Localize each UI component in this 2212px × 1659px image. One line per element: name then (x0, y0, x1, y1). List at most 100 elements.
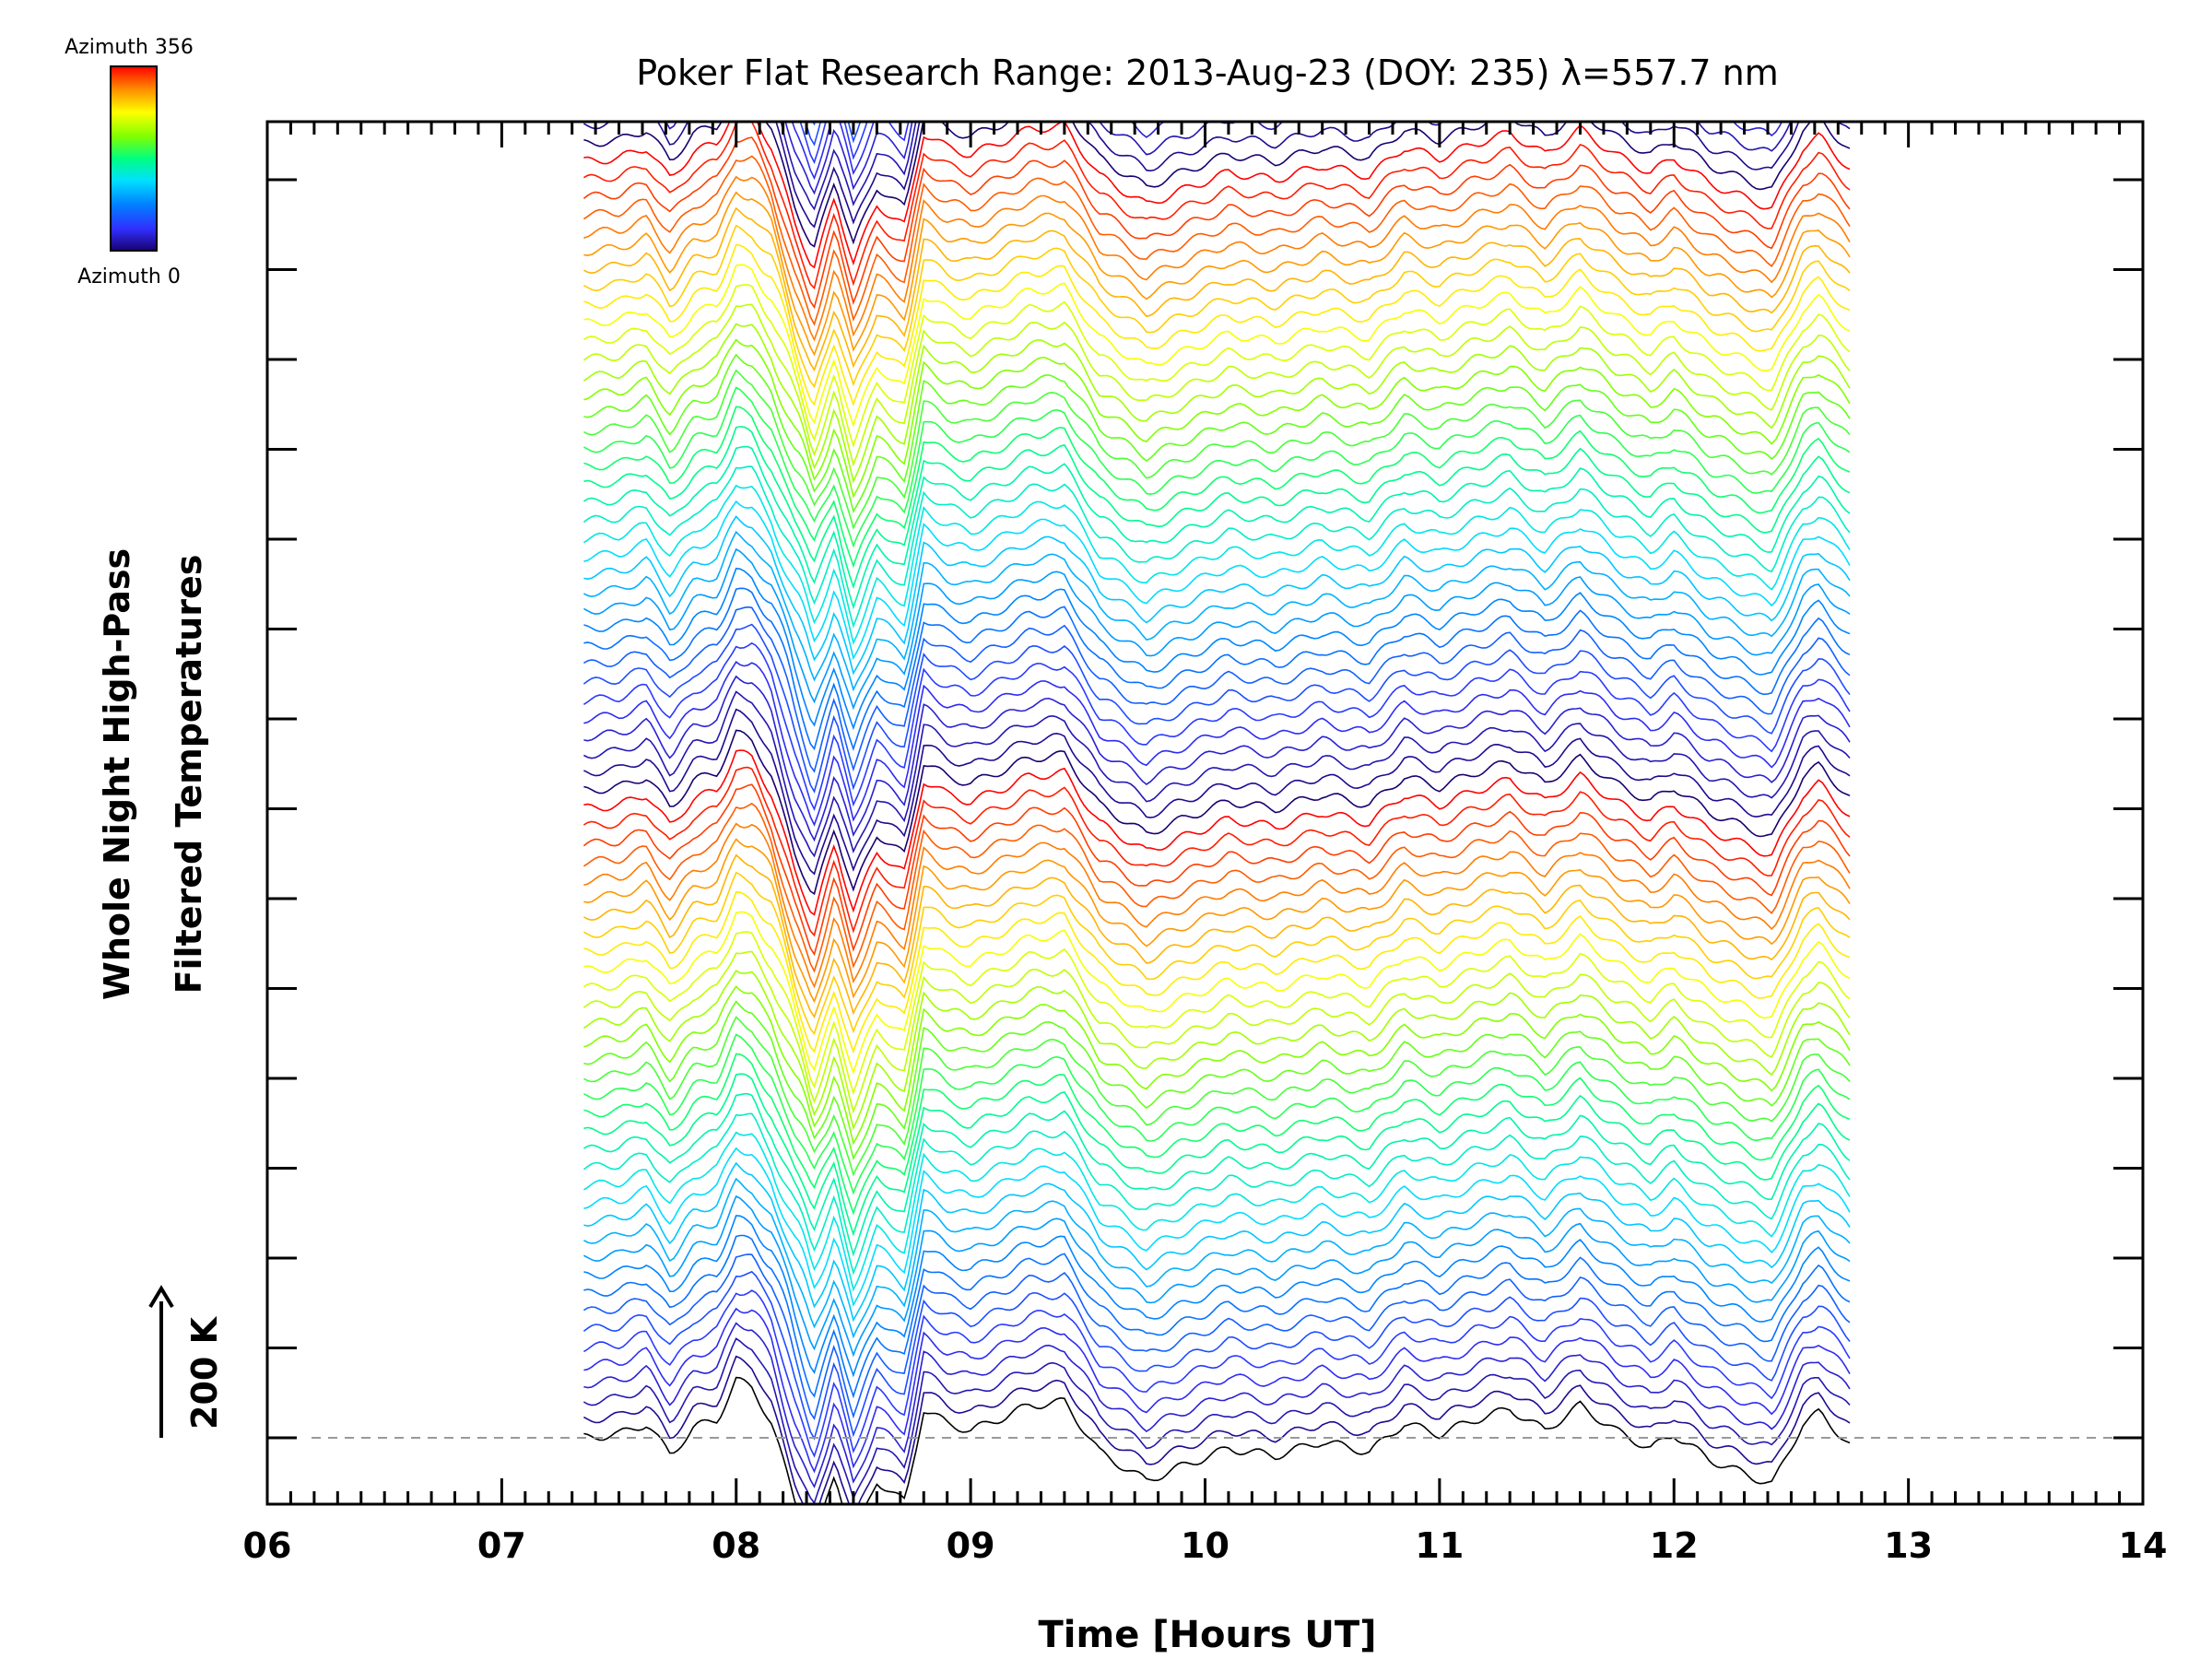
y-axis-label-line2: Filtered Temperatures (169, 555, 209, 994)
series-line (583, 1053, 1851, 1216)
series-line (583, 122, 1851, 248)
series-line (582, 931, 1851, 1096)
series-line (582, 783, 1851, 957)
series-group (582, 0, 1851, 1504)
series-line (582, 1253, 1851, 1420)
series-line (583, 567, 1851, 731)
colorbar-top-label: Azimuth 356 (65, 36, 194, 59)
series-line (583, 871, 1851, 1036)
series-line (582, 303, 1851, 467)
series-line (791, 122, 910, 181)
scale-arrow-head (148, 1285, 174, 1309)
x-tick-label: 12 (1650, 1525, 1699, 1566)
series-line (583, 1033, 1851, 1195)
series-line (583, 1000, 1851, 1160)
x-tick-label: 08 (712, 1525, 760, 1566)
series-line (583, 587, 1851, 752)
series-line (583, 1322, 1851, 1488)
series-line (583, 985, 1851, 1146)
series-line (583, 547, 1851, 711)
series-line (583, 1355, 1851, 1504)
series-line (583, 1147, 1851, 1307)
series-line (582, 323, 1851, 484)
series-line (583, 284, 1851, 449)
series-line (582, 802, 1851, 973)
colorbar (110, 65, 158, 252)
series-line (583, 822, 1851, 989)
series-line (583, 708, 1851, 876)
series-line (583, 853, 1851, 1018)
series-line (583, 1161, 1851, 1323)
series-line (583, 243, 1851, 407)
series-line (583, 500, 1851, 661)
series-line (583, 1073, 1851, 1237)
series-line (582, 970, 1851, 1131)
series-line (583, 661, 1851, 827)
series-line (583, 838, 1851, 1004)
series-line (665, 122, 1792, 211)
series-line (582, 623, 1851, 794)
series-line (583, 1234, 1851, 1399)
series-line (583, 369, 1851, 530)
series-line (583, 0, 1850, 27)
series-line (583, 690, 1851, 858)
series-line (582, 641, 1851, 812)
x-tick-label: 09 (947, 1525, 995, 1566)
series-line (583, 729, 1851, 896)
series-line (583, 749, 1851, 916)
x-tick-labels: 06 07 08 09 10 11 12 13 14 (243, 1525, 2168, 1566)
series-line (583, 1307, 1851, 1474)
x-tick-label: 11 (1415, 1525, 1464, 1566)
series-line (583, 0, 1850, 61)
series-line (582, 1093, 1851, 1257)
series-line (583, 1215, 1851, 1378)
x-tick-label: 07 (477, 1525, 526, 1566)
series-line (583, 1194, 1851, 1358)
series-line (583, 1337, 1851, 1504)
series-line (582, 136, 1851, 310)
series-line (583, 122, 1851, 290)
x-axis-label: Time [Hours UT] (1039, 1614, 1377, 1656)
series-line (582, 465, 1851, 629)
series-line (582, 1112, 1851, 1276)
series-line (583, 911, 1851, 1076)
series-line (583, 175, 1851, 342)
series-line (583, 122, 1851, 229)
scale-label: 200 K (184, 1315, 225, 1430)
colorbar-bottom-label: Azimuth 0 (77, 265, 181, 288)
x-tick-label: 13 (1884, 1525, 1933, 1566)
series-line (582, 155, 1851, 326)
series-line (583, 0, 1850, 42)
series-line (583, 386, 1851, 548)
series-line (784, 122, 1783, 195)
series-line (583, 1376, 1851, 1504)
series-line (583, 224, 1851, 389)
series-line (583, 530, 1851, 692)
series-line (583, 1177, 1851, 1339)
series-line (582, 1131, 1851, 1292)
y-axis-label-line1: Whole Night High-Pass (97, 548, 137, 1000)
series-line (582, 950, 1851, 1114)
series-line (582, 484, 1851, 645)
series-line (583, 426, 1851, 590)
series-line (583, 675, 1851, 842)
series-line (583, 191, 1851, 357)
series-line (583, 1016, 1851, 1177)
series-line (583, 891, 1851, 1054)
x-tick-label: 10 (1181, 1525, 1230, 1566)
series-line (583, 353, 1851, 514)
series-line (583, 406, 1851, 569)
series-line (583, 338, 1851, 499)
axis-ticks (265, 122, 2145, 1504)
series-line (582, 1270, 1851, 1441)
chart-title: Poker Flat Research Range: 2013-Aug-23 (… (636, 53, 1779, 93)
series-line (582, 1289, 1851, 1458)
series-line (583, 0, 1850, 11)
series-line (583, 122, 1851, 269)
series-line (583, 264, 1851, 428)
series-line (583, 515, 1851, 676)
series-line (583, 206, 1851, 372)
x-tick-label: 14 (2119, 1525, 2168, 1566)
x-tick-label: 06 (243, 1525, 292, 1566)
